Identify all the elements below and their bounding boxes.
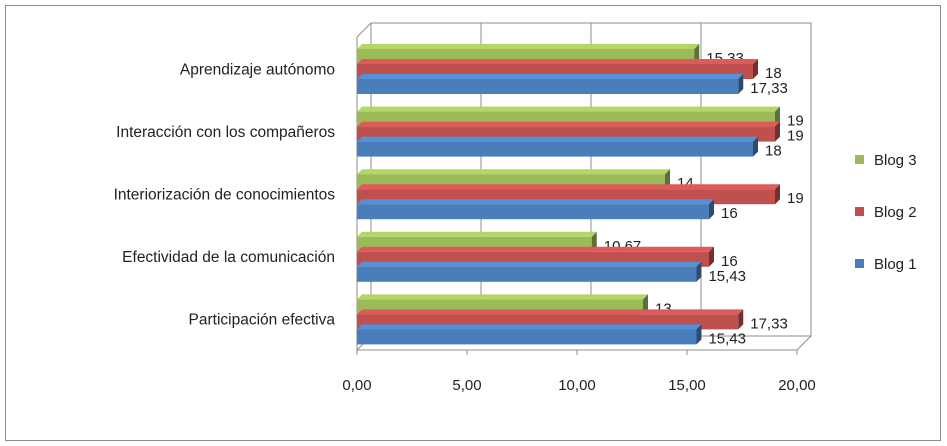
legend-swatch xyxy=(855,207,864,216)
bar-top-face xyxy=(357,169,670,175)
bar-top-face xyxy=(357,106,780,112)
x-tick-label: 15,00 xyxy=(668,377,706,394)
x-tick-label: 20,00 xyxy=(778,377,816,394)
legend-label: Blog 3 xyxy=(874,152,917,169)
x-tick-label: 0,00 xyxy=(342,377,371,394)
bar-top-face xyxy=(357,59,758,64)
axis-depth-edge xyxy=(796,335,812,351)
bar-top-face xyxy=(357,121,780,127)
bar-end-face xyxy=(738,74,744,94)
legend-label: Blog 2 xyxy=(874,204,917,221)
bar-top-face xyxy=(357,199,714,205)
category-label: Interiorización de conocimientos xyxy=(114,187,336,204)
bar-top-face xyxy=(357,294,648,300)
data-label: 19 xyxy=(787,128,804,145)
data-label: 18 xyxy=(765,65,782,82)
bar-top-face xyxy=(357,184,780,190)
data-label: 16 xyxy=(721,205,738,222)
bar-end-face xyxy=(709,246,714,267)
bar-top-face xyxy=(357,44,700,49)
x-tick-label: 10,00 xyxy=(558,377,596,394)
bar-end-face xyxy=(775,121,780,142)
bar-top-face xyxy=(357,231,597,237)
data-label: 15,43 xyxy=(708,330,746,347)
bar-end-face xyxy=(709,199,714,220)
legend-swatch xyxy=(855,259,864,268)
data-label: 17,33 xyxy=(750,315,788,332)
bar-end-face xyxy=(775,184,780,205)
bar xyxy=(357,204,709,220)
bar-end-face xyxy=(738,309,744,330)
category-label: Participación efectiva xyxy=(189,312,336,329)
x-tick-label: 5,00 xyxy=(452,377,481,394)
bar-end-face xyxy=(753,136,758,157)
bar-top-face xyxy=(357,246,714,252)
bar-top-face xyxy=(357,261,702,267)
bar-top-face xyxy=(357,74,744,79)
data-label: 15,43 xyxy=(708,268,746,285)
bar-end-face xyxy=(696,324,702,345)
axis-depth-edge xyxy=(356,22,372,38)
legend-swatch xyxy=(855,155,864,164)
category-label: Aprendizaje autónomo xyxy=(180,61,335,78)
data-label: 18 xyxy=(765,143,782,160)
bar-top-face xyxy=(357,136,758,142)
legend-label: Blog 1 xyxy=(874,256,917,273)
bar xyxy=(357,79,739,94)
bar xyxy=(357,329,697,345)
bar-top-face xyxy=(357,324,702,330)
category-label: Efectividad de la comunicación xyxy=(122,249,335,266)
bar-end-face xyxy=(753,59,758,79)
bar-top-face xyxy=(357,309,744,315)
data-label: 19 xyxy=(787,113,804,130)
bar-end-face xyxy=(696,261,702,282)
category-label: Interacción con los compañeros xyxy=(116,124,335,141)
bar xyxy=(357,266,697,282)
data-label: 19 xyxy=(787,190,804,207)
data-label: 16 xyxy=(721,253,738,270)
data-label: 17,33 xyxy=(750,80,788,97)
bar xyxy=(357,141,753,157)
